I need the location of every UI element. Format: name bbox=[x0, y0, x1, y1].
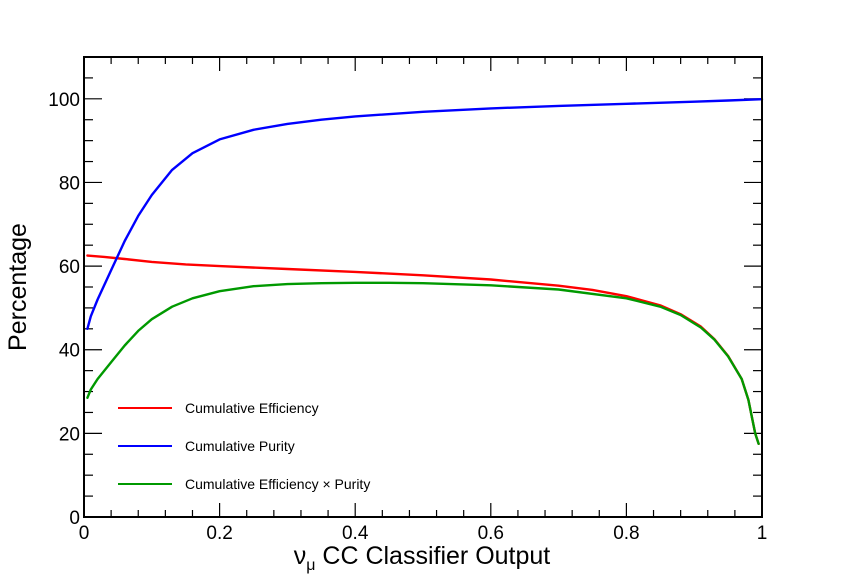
legend-label-eff-times-purity: Cumulative Efficiency × Purity bbox=[185, 476, 370, 492]
x-tick-label: 0.8 bbox=[613, 523, 639, 544]
x-tick-label: 1 bbox=[757, 523, 768, 544]
y-tick-label: 0 bbox=[69, 508, 80, 529]
plot-frame bbox=[83, 56, 763, 518]
legend: Cumulative Efficiency Cumulative Purity … bbox=[118, 400, 370, 492]
y-tick-label: 80 bbox=[59, 173, 80, 194]
tick-labels: 0 0.2 0.4 0.6 0.8 1 0 20 40 60 80 100 bbox=[48, 90, 767, 544]
legend-label-purity: Cumulative Purity bbox=[185, 438, 295, 454]
x-axis-title-symbol: ν bbox=[294, 542, 307, 570]
x-tick-label: 0 bbox=[79, 523, 90, 544]
series-line-1 bbox=[86, 98, 764, 330]
y-tick-label: 20 bbox=[59, 424, 80, 445]
x-axis-title: νμ CC Classifier Output bbox=[294, 542, 551, 574]
y-tick-label: 60 bbox=[59, 257, 80, 278]
x-axis-title-text: CC Classifier Output bbox=[315, 542, 550, 570]
x-tick-label: 0.2 bbox=[206, 523, 232, 544]
series-line-2 bbox=[86, 281, 760, 445]
x-tick-label: 0.6 bbox=[478, 523, 504, 544]
y-tick-label: 100 bbox=[48, 90, 80, 111]
x-tick-label: 0.4 bbox=[342, 523, 369, 544]
y-tick-label: 40 bbox=[59, 341, 80, 362]
legend-label-efficiency: Cumulative Efficiency bbox=[185, 400, 319, 416]
x-axis-title-subscript: μ bbox=[306, 557, 315, 574]
series-lines bbox=[86, 98, 764, 445]
y-axis-title: Percentage bbox=[4, 223, 32, 351]
axis-ticks bbox=[83, 56, 763, 518]
